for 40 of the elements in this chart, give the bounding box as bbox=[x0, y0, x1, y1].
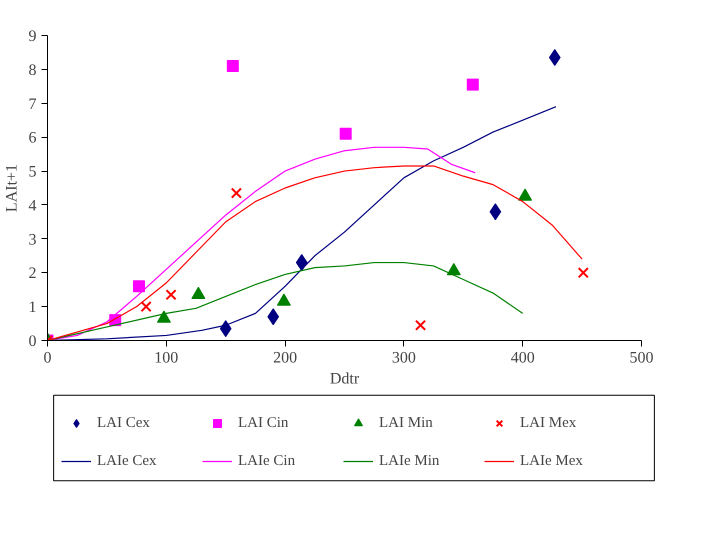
y-tick-label: 9 bbox=[28, 28, 36, 45]
x-tick-label: 0 bbox=[44, 350, 52, 366]
legend-label: LAI Min bbox=[379, 414, 434, 432]
x-tick-label: 100 bbox=[154, 350, 178, 366]
point bbox=[578, 267, 589, 278]
legend-label: LAIe Cin bbox=[238, 452, 296, 470]
x-tick-label: 400 bbox=[510, 350, 535, 366]
point bbox=[165, 289, 177, 300]
point bbox=[226, 60, 239, 72]
line-series bbox=[48, 165, 583, 340]
legend-label: LAI Mex bbox=[520, 414, 578, 432]
point bbox=[340, 128, 352, 140]
point bbox=[132, 280, 145, 292]
y-tick-label: 0 bbox=[28, 333, 36, 350]
y-tick-label: 6 bbox=[28, 130, 36, 147]
legend-label: LAI Cin bbox=[238, 414, 290, 432]
y-tick-label: 4 bbox=[28, 197, 36, 214]
y-axis-title: LAIt+1 bbox=[4, 164, 20, 212]
legend-label: LAI Cex bbox=[97, 414, 151, 432]
y-tick-label: 1 bbox=[28, 299, 36, 316]
x-tick-label: 500 bbox=[630, 350, 654, 366]
point bbox=[548, 49, 561, 66]
x-axis-title: Ddtr bbox=[330, 370, 360, 388]
point bbox=[466, 78, 479, 91]
y-tick-label: 3 bbox=[28, 231, 36, 248]
y-tick-label: 8 bbox=[28, 62, 36, 79]
legend-label: LAIe Min bbox=[379, 452, 440, 470]
y-tick-label: 2 bbox=[28, 265, 36, 282]
legend-label: LAIe Cex bbox=[97, 452, 158, 470]
point bbox=[220, 320, 232, 338]
x-tick-label: 300 bbox=[392, 350, 416, 366]
point bbox=[140, 301, 152, 312]
point bbox=[414, 320, 426, 331]
point bbox=[267, 308, 280, 326]
x-tick-label: 200 bbox=[273, 350, 298, 366]
y-tick-label: 5 bbox=[28, 164, 36, 181]
point bbox=[230, 187, 242, 199]
legend-label: LAIe Mex bbox=[520, 452, 584, 470]
point bbox=[296, 254, 308, 272]
y-tick-label: 7 bbox=[28, 96, 36, 113]
